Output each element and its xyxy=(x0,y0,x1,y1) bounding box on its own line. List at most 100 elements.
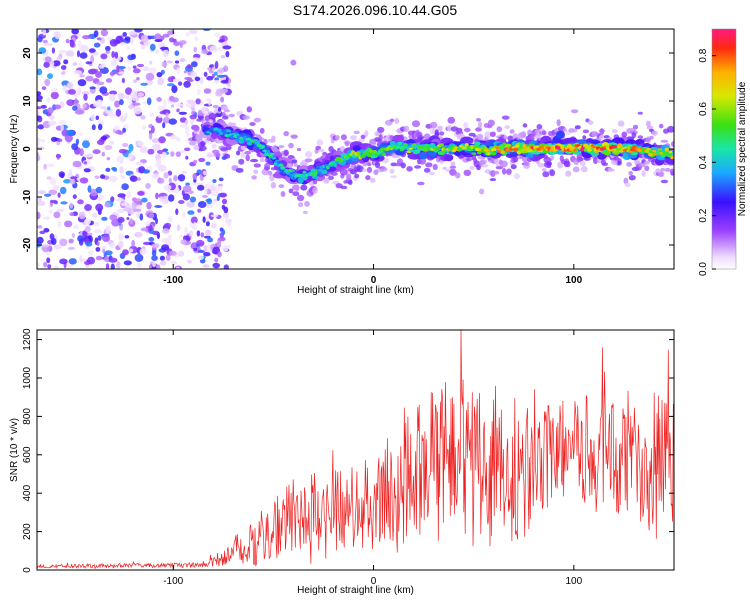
noise-blob xyxy=(68,258,77,265)
noise-blob xyxy=(51,237,57,246)
noise-blob xyxy=(174,60,180,64)
noise-blob xyxy=(109,214,118,221)
ridge-cell xyxy=(475,147,480,152)
noise-blob xyxy=(184,119,189,125)
noise-blob xyxy=(139,213,144,221)
noise-blob xyxy=(226,221,232,228)
noise-blob xyxy=(178,111,187,115)
ridge-cell xyxy=(447,146,454,150)
ridge-halo xyxy=(442,166,447,170)
ridge-halo xyxy=(304,201,310,207)
noise-blob xyxy=(218,39,225,43)
noise-blob xyxy=(142,125,147,130)
ridge-halo xyxy=(546,165,552,168)
ridge-cell xyxy=(496,150,502,153)
ridge-cell xyxy=(483,148,490,152)
noise-blob xyxy=(219,88,229,94)
noise-blob xyxy=(148,67,157,74)
noise-blob xyxy=(190,71,198,78)
noise-blob xyxy=(145,72,155,81)
ridge-halo xyxy=(455,172,461,179)
ridge-halo xyxy=(400,162,406,169)
ridge-halo xyxy=(236,150,241,156)
noise-blob xyxy=(171,104,174,108)
ridge-halo xyxy=(264,165,270,171)
ridge-halo xyxy=(316,139,324,146)
noise-blob xyxy=(212,262,220,269)
noise-blob xyxy=(154,205,163,208)
noise-blob xyxy=(125,87,133,95)
noise-blob xyxy=(225,50,230,58)
noise-blob xyxy=(124,235,130,239)
noise-blob xyxy=(213,79,221,84)
noise-blob xyxy=(175,151,181,157)
noise-blob xyxy=(73,70,83,75)
ridge-halo xyxy=(447,116,456,124)
noise-blob xyxy=(89,86,96,90)
noise-blob xyxy=(132,68,141,74)
ridge-halo xyxy=(598,134,606,140)
noise-blob xyxy=(133,106,142,115)
colorbar-tick-label: 0.0 xyxy=(698,262,709,276)
ridge-cell xyxy=(646,148,652,151)
ridge-halo xyxy=(632,124,639,130)
noise-blob xyxy=(221,198,228,205)
noise-blob xyxy=(56,208,65,212)
ridge-cell xyxy=(611,145,618,149)
snr-y-ticks: 0 200 400 600 800 1000 1200 xyxy=(22,328,674,573)
snr-x-tick-label: 100 xyxy=(565,576,582,587)
noise-blob xyxy=(155,49,159,54)
ridge-cell xyxy=(491,147,497,152)
noise-blob xyxy=(71,233,76,238)
noise-blob xyxy=(69,178,76,185)
ridge-halo xyxy=(512,156,519,163)
ridge-halo xyxy=(312,179,318,185)
noise-blob xyxy=(93,229,103,234)
noise-blob xyxy=(136,63,145,68)
ridge-cell xyxy=(657,148,663,151)
noise-blob xyxy=(37,36,43,43)
noise-blob xyxy=(154,39,163,43)
noise-blob xyxy=(44,193,52,197)
noise-blob xyxy=(157,105,166,111)
noise-blob xyxy=(146,201,152,210)
noise-blob xyxy=(58,49,67,54)
noise-blob xyxy=(46,176,52,180)
noise-blob xyxy=(219,227,224,232)
noise-blob xyxy=(141,197,148,203)
noise-blob xyxy=(218,185,223,192)
ridge-cell xyxy=(278,163,284,167)
noise-blob xyxy=(42,39,48,44)
ridge-halo xyxy=(344,141,350,147)
noise-blob xyxy=(117,92,125,101)
ridge-halo xyxy=(346,173,352,181)
noise-blob xyxy=(155,97,163,102)
ridge-cell xyxy=(665,153,672,157)
ridge-cell xyxy=(514,144,520,148)
ridge-cell xyxy=(389,140,396,146)
snr-x-tick-label: -100 xyxy=(163,576,183,587)
ridge-halo xyxy=(228,113,235,118)
noise-blob xyxy=(188,140,197,146)
noise-blob xyxy=(95,247,101,252)
noise-blob xyxy=(210,214,219,218)
noise-blob xyxy=(97,235,102,241)
ridge-halo xyxy=(463,122,469,129)
ridge-halo xyxy=(358,138,365,143)
ridge-halo xyxy=(295,184,300,192)
noise-blob xyxy=(43,216,51,220)
colorbar-tick-label: 0.4 xyxy=(698,155,709,169)
noise-blob xyxy=(190,118,194,126)
ridge-halo xyxy=(250,158,259,163)
noise-blob xyxy=(90,114,96,121)
noise-blob xyxy=(59,258,68,265)
noise-blob xyxy=(176,266,180,269)
ridge-halo xyxy=(191,110,196,116)
noise-blob xyxy=(136,77,140,81)
noise-blob xyxy=(37,106,42,110)
noise-blob xyxy=(85,75,94,82)
noise-blob xyxy=(128,143,134,152)
noise-blob xyxy=(167,216,173,223)
ridge-cell xyxy=(224,133,230,138)
ridge-halo xyxy=(469,165,475,171)
